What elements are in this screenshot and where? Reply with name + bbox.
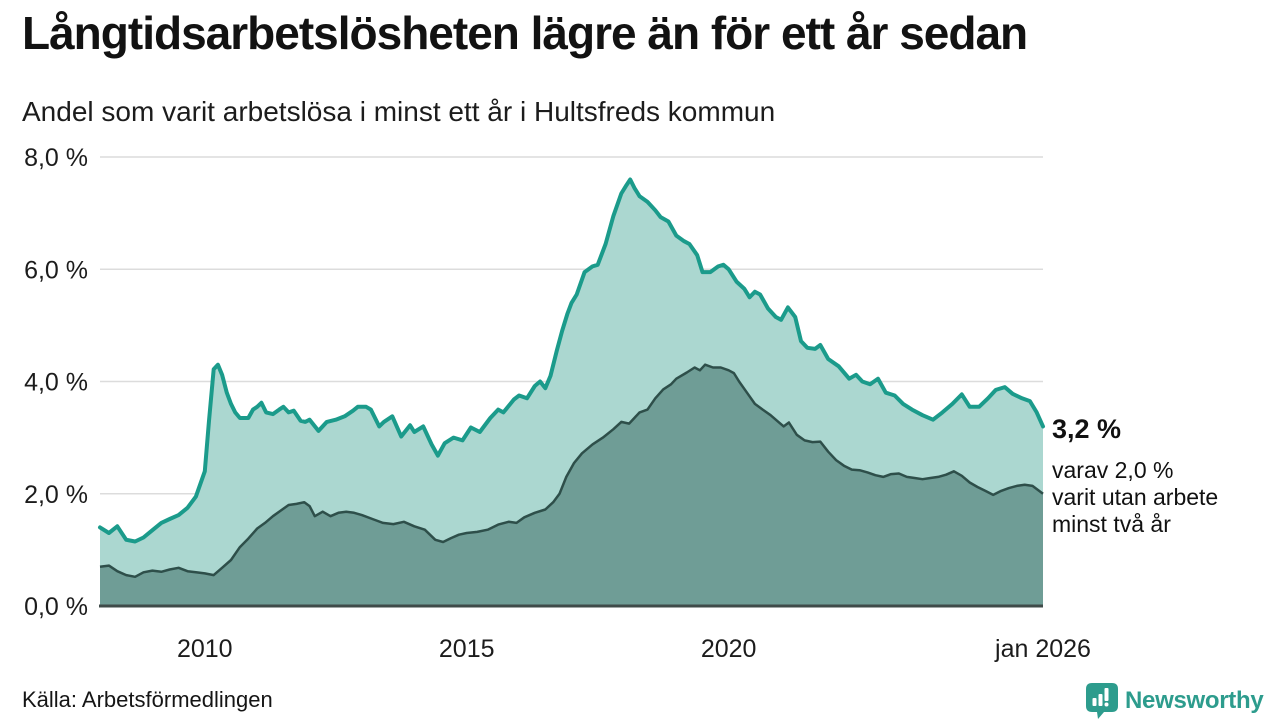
x-axis-label: 2015 bbox=[439, 635, 495, 663]
annotation-line-3: minst två år bbox=[1052, 511, 1171, 537]
x-axis-label: 2010 bbox=[177, 635, 233, 663]
total-end-value: 3,2 % bbox=[1052, 414, 1122, 444]
logo-bar-small bbox=[1092, 698, 1097, 706]
source-note: Källa: Arbetsförmedlingen bbox=[22, 687, 273, 712]
newsworthy-logo-icon bbox=[1086, 683, 1118, 719]
y-axis-label: 6,0 % bbox=[24, 256, 88, 284]
y-axis-label: 8,0 % bbox=[24, 144, 88, 172]
annotation-line-1: varav 2,0 % bbox=[1052, 457, 1174, 483]
twoyear-annotation: varav 2,0 % varit utan arbete minst två … bbox=[1052, 457, 1272, 538]
y-axis-label: 2,0 % bbox=[24, 481, 88, 509]
page-title: Långtidsarbetslösheten lägre än för ett … bbox=[22, 7, 1028, 59]
y-axis-label: 4,0 % bbox=[24, 369, 88, 397]
logo-exclamation-bar bbox=[1104, 688, 1109, 701]
x-axis-label: jan 2026 bbox=[994, 635, 1091, 663]
newsworthy-wordmark: Newsworthy bbox=[1125, 687, 1264, 714]
end-value-callout: 3,2 % varav 2,0 % varit utan arbete mins… bbox=[1052, 414, 1272, 538]
logo-exclamation-dot bbox=[1104, 702, 1109, 707]
logo-bar-medium bbox=[1098, 694, 1103, 706]
newsworthy-logo: Newsworthy bbox=[1086, 683, 1264, 719]
page-subtitle: Andel som varit arbetslösa i minst ett å… bbox=[22, 96, 776, 127]
twoyear-line bbox=[99, 363, 1044, 579]
annotation-line-2: varit utan arbete bbox=[1052, 484, 1219, 510]
y-axis-label: 0,0 % bbox=[24, 593, 88, 621]
x-axis-label: 2020 bbox=[701, 635, 757, 663]
total-line bbox=[98, 177, 1045, 544]
twoyear-area bbox=[100, 364, 1043, 606]
